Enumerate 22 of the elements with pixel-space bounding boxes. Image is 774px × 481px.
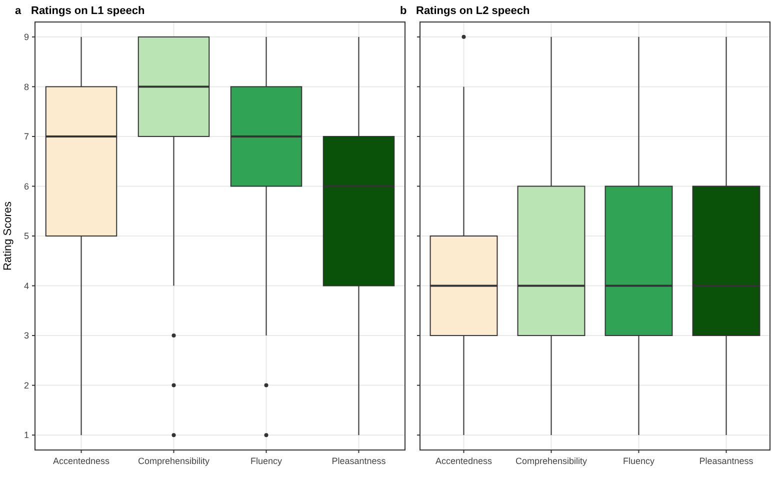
x-tick-label: Accentedness [52, 456, 110, 466]
x-tick-label: Accentedness [435, 456, 493, 466]
x-tick-label: Pleasantness [332, 456, 386, 466]
y-axis-title: Rating Scores [2, 200, 14, 271]
text: a [15, 5, 22, 17]
y-tick-label: 5 [24, 231, 29, 242]
x-tick-label: Fluency [250, 456, 283, 466]
y-tick-label: 8 [24, 82, 29, 92]
x-tick-label: Fluency [622, 456, 656, 466]
x-tick-label: Comprehensibility [515, 456, 588, 466]
x-tick-label: Pleasantness [699, 456, 754, 466]
y-tick-label: 7 [24, 132, 29, 142]
text: b [400, 5, 407, 17]
x-tick-label: Comprehensibility [138, 456, 210, 466]
y-tick-label: 6 [24, 181, 29, 192]
y-tick-label: 9 [24, 32, 29, 42]
chart-title: Ratings on L2 speech [416, 5, 530, 17]
y-tick-label: 1 [24, 430, 29, 440]
chart-title: Ratings on L1 speech [31, 5, 145, 17]
y-tick-label: 3 [24, 330, 29, 341]
y-tick-label: 2 [24, 380, 29, 390]
y-tick-label: 4 [24, 280, 29, 291]
